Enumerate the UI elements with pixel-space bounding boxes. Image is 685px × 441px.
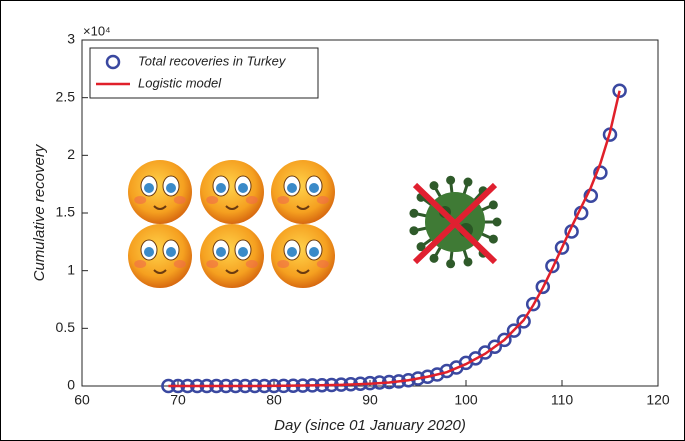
cheek <box>174 260 186 268</box>
spike-tip <box>431 183 437 189</box>
cheek <box>246 196 258 204</box>
y-tick-label: 2 <box>67 146 75 162</box>
spike-tip <box>431 255 437 261</box>
y-tick-label: 0 <box>67 377 75 393</box>
x-tick-label: 90 <box>362 392 378 408</box>
x-axis-label: Day (since 01 January 2020) <box>274 417 466 434</box>
spike-tip <box>448 177 454 183</box>
pupil <box>166 183 176 193</box>
legend-label: Total recoveries in Turkey <box>138 53 287 68</box>
legend-label: Logistic model <box>138 75 222 90</box>
face <box>200 160 264 224</box>
face <box>271 224 335 288</box>
face <box>128 160 192 224</box>
face <box>271 160 335 224</box>
pupil <box>309 247 319 257</box>
x-tick-label: 60 <box>74 392 90 408</box>
y-tick-label: 1.5 <box>56 204 76 220</box>
cheek <box>317 196 329 204</box>
x-tick-label: 70 <box>170 392 186 408</box>
y-tick-label: 1 <box>67 261 75 277</box>
face <box>200 224 264 288</box>
spike-tip <box>411 228 417 234</box>
legend: Total recoveries in Turkey Logistic model <box>90 48 318 98</box>
y-tick-label: 2.5 <box>56 88 76 104</box>
pupil <box>309 183 319 193</box>
cheek <box>277 260 289 268</box>
chart: ×10⁴ Day (since 01 January 2020) Cumulat… <box>0 0 685 441</box>
x-tick-label: 110 <box>551 392 574 408</box>
spike-tip <box>465 259 471 265</box>
spike-tip <box>465 179 471 185</box>
x-tick-label: 80 <box>266 392 282 408</box>
pupil <box>216 247 226 257</box>
x-tick-label: 120 <box>646 392 670 408</box>
spike-tip <box>494 219 500 225</box>
cheek <box>317 260 329 268</box>
y-tick-label: 0.5 <box>56 319 76 335</box>
spike-tip <box>448 261 454 267</box>
spike-tip <box>411 210 417 216</box>
cheek <box>246 260 258 268</box>
y-axis-label: Cumulative recovery <box>31 143 48 281</box>
cheek <box>206 260 218 268</box>
pupil <box>216 183 226 193</box>
pupil <box>287 183 297 193</box>
pupil <box>287 247 297 257</box>
pupil <box>166 247 176 257</box>
pupil <box>144 183 154 193</box>
spike-tip <box>490 236 496 242</box>
cheek <box>134 196 146 204</box>
x-tick-label: 100 <box>454 392 478 408</box>
y-tick-label: 3 <box>67 31 75 47</box>
y-exponent-label: ×10⁴ <box>83 23 111 38</box>
cheek <box>206 196 218 204</box>
pupil <box>238 183 248 193</box>
cheek <box>174 196 186 204</box>
spike-tip <box>490 202 496 208</box>
cheek <box>134 260 146 268</box>
pupil <box>144 247 154 257</box>
spike-tip <box>418 244 424 250</box>
face <box>128 224 192 288</box>
pupil <box>238 247 248 257</box>
cheek <box>277 196 289 204</box>
